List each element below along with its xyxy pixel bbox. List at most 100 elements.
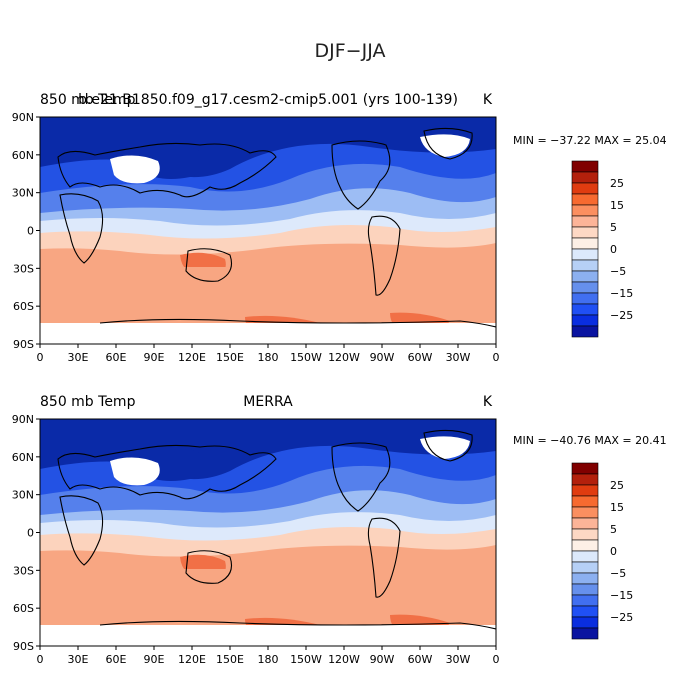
lon-label: 0 [37,351,44,364]
colorbar-box [571,583,599,596]
colorbar-label: 25 [610,479,624,492]
colorbar-label: 0 [610,545,617,558]
lat-label: 60S [13,300,34,313]
colorbar-box [571,160,599,173]
temperature-region [110,155,160,184]
temperature-region [420,436,470,459]
colorbar-box [571,572,599,585]
lon-label: 120E [178,351,206,364]
lon-label: 30E [68,653,89,666]
lat-axis: 90N 60N 30N 0 30S 60S 90S [12,111,40,351]
coastline [423,127,473,160]
lat-label: 90S [13,338,34,351]
coastline [57,142,277,198]
lon-axis: 0 30E 60E 90E 120E 150E 180 150W 120W 90W 60W 30W 0 [37,344,500,364]
coastline [423,429,473,462]
lat-label: 60N [12,451,34,464]
lon-label: 90E [144,653,165,666]
colorbar-box [571,462,599,475]
colorbar-label: 15 [610,199,624,212]
coastline [367,215,401,296]
lon-label: 60W [408,653,433,666]
colorbar-box [571,237,599,250]
colorbar-label: 0 [610,243,617,256]
lat-label: 30N [12,489,34,502]
colorbar-box [571,325,599,338]
lon-label: 60E [106,351,127,364]
panel-model-left-title: 850 mb Temp [40,92,136,108]
temperature-region [40,323,496,344]
colorbar-box [571,314,599,327]
colorbar-box [571,259,599,272]
colorbar-box [571,182,599,195]
lon-axis: 0 30E 60E 90E 120E 150E 180 150W 120W 90W 60W 30W 0 [37,646,500,666]
temperature-region [40,625,496,646]
colorbar-label: 5 [610,221,617,234]
lon-label: 0 [493,653,500,666]
colorbar-box [571,193,599,206]
lon-label: 120E [178,653,206,666]
colorbar-box [571,204,599,217]
temperature-region [40,267,496,313]
colorbar-box [571,303,599,316]
lon-label: 90E [144,351,165,364]
panel-model-map: 90N 60N 30N 0 30S 60S 90S 0 30E 60E 90E 120E 150E 18… [12,111,500,364]
colorbar-box [571,616,599,629]
lon-label: 120W [328,351,360,364]
colorbar-box [571,226,599,239]
lat-label: 30S [13,564,34,577]
lat-label: 90S [13,640,34,653]
panel-model-units: K [483,92,493,108]
panel-merra-center-title: MERRA [243,394,293,410]
colorbar-label: 5 [610,523,617,536]
lat-label: 60S [13,602,34,615]
lon-label: 30W [446,351,471,364]
colorbar-box [571,281,599,294]
lon-label: 60E [106,653,127,666]
colorbar-box [571,506,599,519]
temperature-region [110,457,160,486]
colorbar-label: 15 [610,501,624,514]
colorbar-box [571,517,599,530]
lat-label: 60N [12,149,34,162]
colorbar-box [571,248,599,261]
colorbar-box [571,495,599,508]
coastline [99,318,496,328]
colorbar-box [571,473,599,486]
colorbar-box [571,484,599,497]
colorbar-box [571,539,599,552]
panel-merra-min-max: MIN = −40.76 MAX = 20.41 [513,434,667,447]
lon-label: 60W [408,351,433,364]
coastline [57,444,277,500]
lat-label: 0 [27,527,34,540]
colorbar-label: −5 [610,567,626,580]
coastlines [57,429,496,630]
coastline [59,193,104,264]
colorbar-box [571,171,599,184]
panel-merra-colorbar: 25 15 5 0 −5 −15 −25 [571,462,633,640]
lat-label: 90N [12,111,34,124]
lon-label: 90W [370,653,395,666]
lon-label: 150E [216,351,244,364]
colorbar-box [571,215,599,228]
coastline [99,620,496,630]
lon-label: 30W [446,653,471,666]
colorbar-label: 25 [610,177,624,190]
lat-axis: 90N 60N 30N 0 30S 60S 90S [12,413,40,653]
lon-label: 0 [37,653,44,666]
temperature-region [40,569,496,615]
coastline [367,517,401,598]
colorbar-box [571,528,599,541]
colorbar-box [571,550,599,563]
lon-label: 180 [258,653,279,666]
lat-label: 30S [13,262,34,275]
colorbar-box [571,292,599,305]
lon-label: 120W [328,653,360,666]
colorbar-box [571,627,599,640]
lat-label: 30N [12,187,34,200]
coastlines [57,127,496,328]
panel-merra-left-title: 850 mb Temp [40,394,136,410]
panel-model-center-title: b.e21.B1850.f09_g17.cesm2-cmip5.001 (yrs… [78,92,458,108]
lat-label: 0 [27,225,34,238]
